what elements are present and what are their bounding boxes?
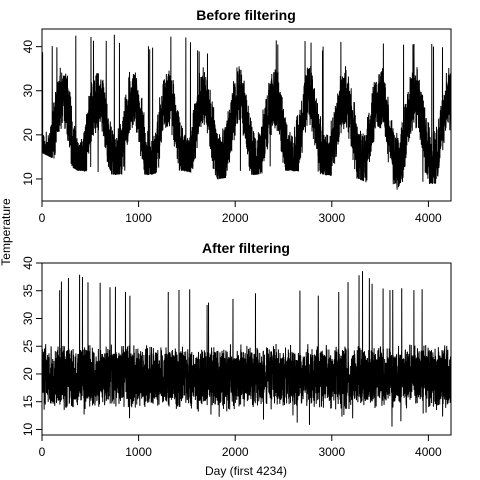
y-tick-label: 40 bbox=[21, 40, 35, 54]
x-tick-label: 3000 bbox=[318, 445, 345, 459]
y-tick-label: 25 bbox=[21, 339, 35, 353]
panel-title-after: After filtering bbox=[202, 240, 290, 256]
y-tick-label: 40 bbox=[21, 256, 35, 270]
x-tick-label: 2000 bbox=[222, 445, 249, 459]
panel-after-filtering: After filtering 0 1000 2000 3000 4000 10 15 20 2… bbox=[21, 240, 452, 459]
series-line-after bbox=[41, 271, 452, 427]
x-axis-label: Day (first 4234) bbox=[205, 464, 287, 478]
x-tick-label: 2000 bbox=[222, 211, 249, 225]
y-tick-label: 10 bbox=[21, 422, 35, 436]
y-tick-label: 30 bbox=[21, 311, 35, 325]
x-tick-label: 1000 bbox=[125, 211, 152, 225]
x-tick-label: 0 bbox=[39, 445, 46, 459]
y-tick-label: 30 bbox=[21, 84, 35, 98]
panel-title-before: Before filtering bbox=[196, 7, 296, 23]
x-tick-label: 4000 bbox=[415, 211, 442, 225]
x-tick-label: 4000 bbox=[415, 445, 442, 459]
y-axis-label: Temperature bbox=[0, 198, 13, 266]
y-tick-label: 10 bbox=[21, 172, 35, 186]
x-tick-label: 3000 bbox=[318, 211, 345, 225]
series-line-before bbox=[41, 34, 452, 190]
panel-before-filtering: Before filtering 0 1000 2000 3000 4000 10 20 30… bbox=[21, 7, 452, 225]
x-tick-label: 1000 bbox=[125, 445, 152, 459]
y-tick-label: 35 bbox=[21, 284, 35, 298]
plot-frame-after bbox=[41, 262, 452, 436]
y-tick-label: 20 bbox=[21, 128, 35, 142]
x-tick-label: 0 bbox=[39, 211, 46, 225]
y-tick-label: 15 bbox=[21, 395, 35, 409]
y-tick-label: 20 bbox=[21, 367, 35, 381]
